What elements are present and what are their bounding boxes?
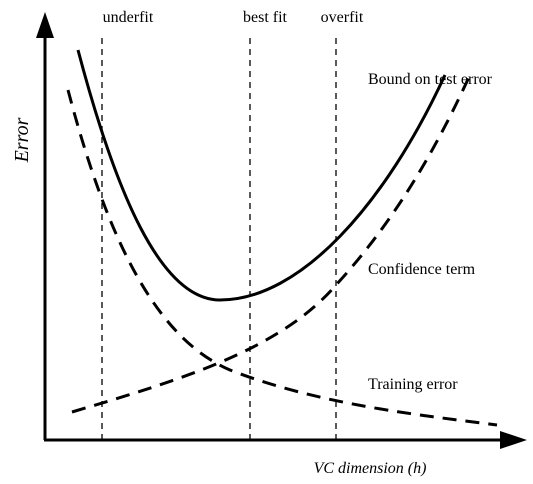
bound-curve <box>76 49 447 302</box>
y-axis-arrow <box>36 12 54 38</box>
region-label: overfit <box>321 9 364 26</box>
x-axis-arrow <box>500 431 527 449</box>
curve-label: Training error <box>368 376 458 393</box>
region-label: underfit <box>103 9 154 26</box>
curve-label: Bound on test error <box>368 71 493 88</box>
x-axis-label: VC dimension (h) <box>314 460 427 477</box>
y-axis-label: Error <box>11 117 33 163</box>
training-curve <box>66 89 498 427</box>
confidence-curve <box>71 74 472 414</box>
curve-label: Confidence term <box>368 261 476 278</box>
region-label: best fit <box>243 9 288 26</box>
